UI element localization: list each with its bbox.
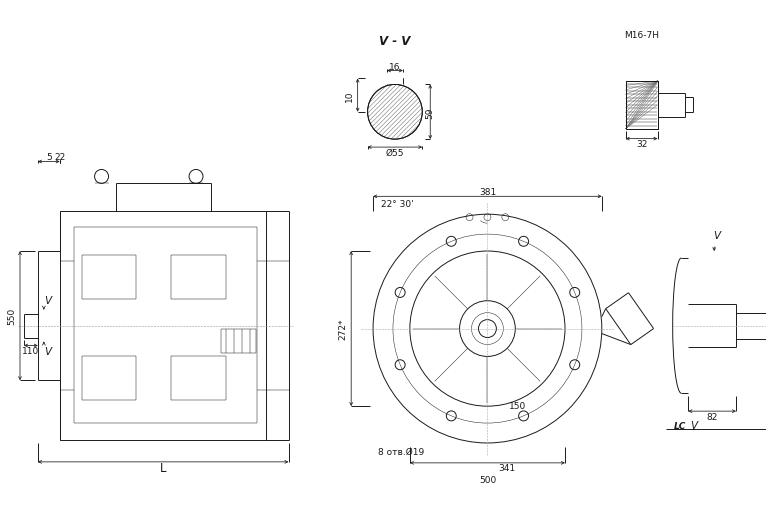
Text: V: V <box>45 295 51 305</box>
Text: 8 отв.Ø19: 8 отв.Ø19 <box>378 447 424 456</box>
Text: V: V <box>690 420 697 430</box>
Text: LC: LC <box>674 421 687 430</box>
Text: M16-7H: M16-7H <box>624 31 659 40</box>
Text: 381: 381 <box>478 187 496 196</box>
Text: 59: 59 <box>425 107 434 118</box>
Text: 22° 30': 22° 30' <box>381 200 414 209</box>
Text: 500: 500 <box>478 475 496 484</box>
Bar <box>626 82 657 129</box>
Text: Ø55: Ø55 <box>386 148 404 157</box>
Text: 22: 22 <box>55 153 65 162</box>
Bar <box>387 79 403 86</box>
Circle shape <box>368 86 422 140</box>
Text: 5: 5 <box>46 153 51 162</box>
Text: 550: 550 <box>7 307 16 325</box>
Text: 272*: 272* <box>338 318 347 340</box>
Text: V: V <box>45 347 51 357</box>
Text: L: L <box>160 462 167 474</box>
Text: 32: 32 <box>636 140 647 149</box>
Text: V: V <box>713 231 720 241</box>
Bar <box>626 82 657 129</box>
Text: 82: 82 <box>707 412 718 421</box>
Text: 110: 110 <box>22 346 40 355</box>
Text: 341: 341 <box>498 463 516 472</box>
Text: 10: 10 <box>345 90 354 102</box>
Text: 150: 150 <box>509 401 527 410</box>
Text: V - V: V - V <box>379 35 411 47</box>
Text: 16: 16 <box>389 63 401 72</box>
